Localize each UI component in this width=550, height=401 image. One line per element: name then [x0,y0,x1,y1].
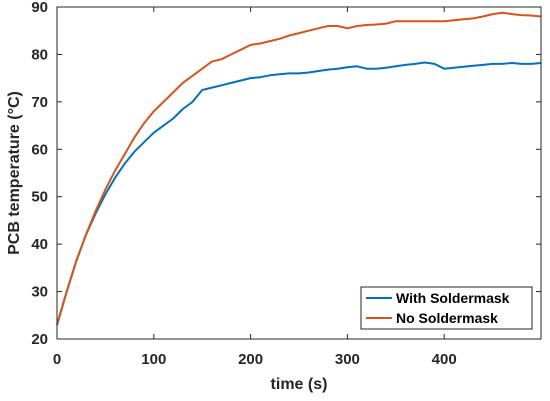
x-tick-label: 300 [335,351,360,368]
plot-frame [56,6,542,340]
series-line-no-soldermask [56,11,542,326]
tick-layer: 0 100 200 300 400 20 30 40 50 60 70 80 90 [31,0,541,368]
legend-label-with-soldermask: With Soldermask [396,290,510,306]
x-tick-label: 400 [432,351,457,368]
plot-area [57,7,541,339]
x-axis-title: time (s) [271,376,328,393]
legend: With Soldermask No Soldermask [360,286,533,330]
y-tick-label: 40 [31,236,48,253]
x-tick-label: 100 [141,351,166,368]
legend-box [360,286,533,330]
series-line-with-soldermask [56,61,542,326]
y-tick-label: 90 [31,0,48,16]
x-tick-label: 0 [53,351,61,368]
y-tick-label: 60 [31,141,48,158]
legend-label-no-soldermask: No Soldermask [396,310,498,326]
y-tick-label: 80 [31,46,48,63]
y-tick-label: 20 [31,331,48,348]
y-axis-title: PCB temperature (°C) [6,91,23,255]
series-layer [56,11,542,326]
x-tick-label: 200 [238,351,263,368]
y-tick-label: 50 [31,189,48,206]
y-tick-label: 70 [31,94,48,111]
y-tick-label: 30 [31,284,48,301]
